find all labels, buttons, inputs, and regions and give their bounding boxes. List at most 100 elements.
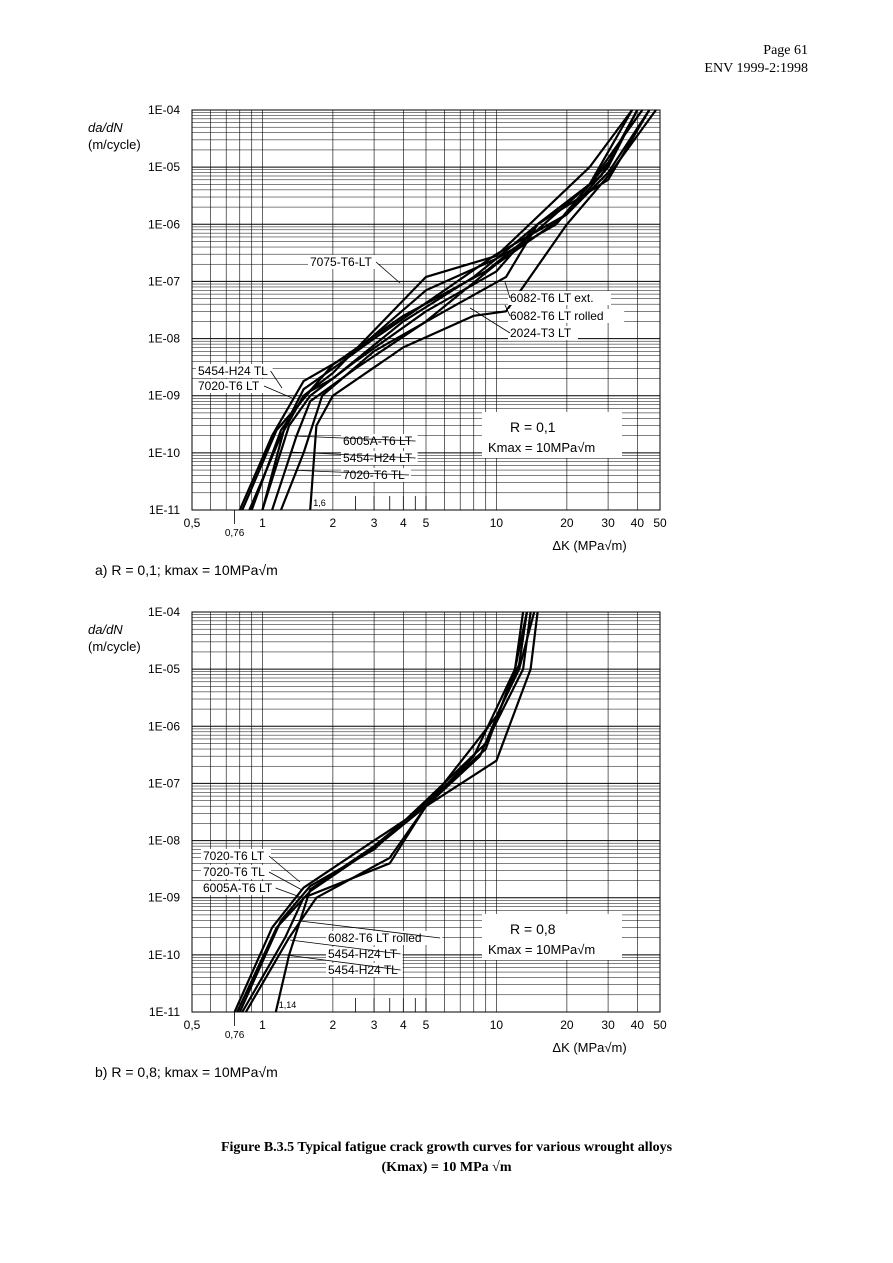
series-line-7020-t6-lt [250, 109, 634, 511]
r-ratio-label: R = 0,8 [510, 921, 556, 937]
series-line-2024-t3-lt [241, 109, 651, 511]
y-axis-label: da/dN [88, 622, 123, 637]
x-tick-label: 3 [371, 516, 378, 530]
page-number: Page 61 [763, 43, 808, 58]
x-tick-label: 30 [601, 1018, 615, 1032]
series-line-5454-h24-tl [274, 611, 528, 1013]
label-background [341, 434, 418, 448]
page-header: Page 61 ENV 1999-2:1998 [704, 42, 808, 78]
threshold-label: 1,14 [279, 1000, 297, 1010]
series-label: 5454-H24 LT [343, 451, 413, 465]
series-label: 6082-T6 LT rolled [510, 309, 604, 323]
x-tick-label-threshold: 0,76 [225, 1030, 245, 1041]
x-axis-label: ΔK (MPa√m) [552, 1040, 626, 1055]
label-background [341, 468, 411, 482]
label-leader-line [275, 887, 304, 899]
x-tick-label: 5 [423, 516, 430, 530]
label-background [508, 326, 578, 340]
x-tick-label: 5 [423, 1018, 430, 1032]
series-line-5454-h24-lt [279, 109, 639, 511]
series-label: 6005A-T6 LT [203, 881, 273, 895]
caption-line-1: Figure B.3.5 Typical fatigue crack growt… [220, 1140, 673, 1155]
y-tick-label: 1E-07 [148, 776, 180, 790]
label-leader-line [289, 451, 416, 459]
series-label: 7020-T6 LT [198, 379, 260, 393]
x-tick-label: 0,5 [184, 1018, 201, 1032]
panel-subtitle: a) R = 0,1; kmax = 10MPa√m [95, 562, 278, 578]
label-leader-line [469, 307, 511, 334]
threshold-label: 1,6 [313, 498, 326, 508]
label-leader-line [287, 469, 410, 476]
x-tick-label: 1 [259, 1018, 266, 1032]
label-background [196, 379, 266, 393]
series-label: 6005A-T6 LT [343, 434, 413, 448]
y-tick-label: 1E-09 [148, 389, 180, 403]
y-tick-label: 1E-09 [148, 891, 180, 905]
x-tick-label: 3 [371, 1018, 378, 1032]
label-leader-line [289, 939, 401, 955]
y-axis-unit: (m/cycle) [88, 639, 141, 654]
series-label: 5454-H24 TL [198, 364, 268, 378]
x-tick-label: 30 [601, 516, 615, 530]
y-tick-label: 1E-11 [149, 503, 180, 517]
series-label: 7075-T6-LT [310, 255, 372, 269]
label-leader-line [270, 370, 283, 389]
x-tick-label: 20 [560, 516, 574, 530]
series-label: 6082-T6 LT rolled [328, 931, 422, 945]
kmax-label: Kmax = 10MPa√m [488, 942, 595, 957]
series-line-7020-t6-tl [236, 611, 528, 1013]
kmax-label: Kmax = 10MPa√m [488, 440, 595, 455]
y-tick-label: 1E-04 [148, 103, 180, 117]
label-background [341, 451, 418, 465]
y-tick-label: 1E-05 [148, 160, 180, 174]
caption-line-2: (Kmax) = 10 MPa √m [381, 1160, 512, 1175]
label-background [326, 963, 403, 977]
y-tick-label: 1E-10 [148, 948, 180, 962]
series-label: 5454-H24 LT [328, 947, 398, 961]
y-tick-label: 1E-05 [148, 662, 180, 676]
x-tick-label: 1 [259, 516, 266, 530]
label-background [308, 255, 378, 269]
x-tick-label: 40 [631, 1018, 645, 1032]
x-tick-label: 0,5 [184, 516, 201, 530]
label-leader-line [268, 871, 303, 891]
label-background [508, 309, 625, 323]
label-background [326, 947, 403, 961]
label-leader-line [285, 954, 401, 971]
y-axis-unit: (m/cycle) [88, 137, 141, 152]
label-leader-line [293, 435, 416, 442]
x-tick-label: 10 [490, 516, 504, 530]
label-background [508, 291, 611, 305]
x-tick-label: 4 [400, 516, 407, 530]
y-tick-label: 1E-04 [148, 605, 180, 619]
series-line-5454-h24-lt [244, 611, 539, 1013]
x-tick-label: 2 [330, 516, 337, 530]
y-tick-label: 1E-06 [148, 217, 180, 231]
x-axis-label: ΔK (MPa√m) [552, 538, 626, 553]
series-label: 7020-T6 LT [203, 849, 265, 863]
panel-subtitle: b) R = 0,8; kmax = 10MPa√m [95, 1064, 278, 1080]
y-tick-label: 1E-10 [148, 446, 180, 460]
label-background [201, 881, 278, 895]
y-tick-label: 1E-08 [148, 332, 180, 346]
series-label: 6082-T6 LT ext. [510, 291, 594, 305]
series-label: 5454-H24 TL [328, 963, 398, 977]
info-box [482, 914, 622, 960]
y-tick-label: 1E-11 [149, 1005, 180, 1019]
label-leader-line [504, 281, 511, 299]
y-tick-label: 1E-06 [148, 719, 180, 733]
label-leader-line [291, 919, 441, 939]
series-label: 2024-T3 LT [510, 326, 572, 340]
label-leader-line [375, 261, 401, 284]
x-tick-label: 40 [631, 516, 645, 530]
x-tick-label-threshold: 0,76 [225, 528, 245, 539]
label-background [201, 849, 271, 863]
x-tick-label: 20 [560, 1018, 574, 1032]
x-tick-label: 50 [653, 516, 667, 530]
y-tick-label: 1E-08 [148, 834, 180, 848]
x-tick-label: 2 [330, 1018, 337, 1032]
figure-caption: Figure B.3.5 Typical fatigue crack growt… [0, 1140, 893, 1176]
label-background [196, 364, 273, 378]
series-line-6082-t6-lt-rolled [241, 611, 536, 1013]
